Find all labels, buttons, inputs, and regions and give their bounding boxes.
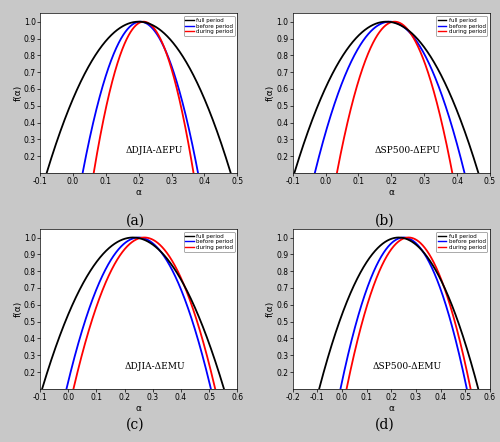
Legend: full period, before period, during period: full period, before period, during perio… [184,232,234,252]
Y-axis label: f(α): f(α) [14,85,22,101]
Text: (a): (a) [126,214,144,228]
Text: (b): (b) [375,214,395,228]
Text: ΔDJIA-ΔEPU: ΔDJIA-ΔEPU [126,146,183,155]
Legend: full period, before period, during period: full period, before period, during perio… [436,232,487,252]
Legend: full period, before period, during period: full period, before period, during perio… [436,16,487,36]
Text: ΔSP500-ΔEMU: ΔSP500-ΔEMU [372,362,442,371]
X-axis label: α: α [136,404,141,412]
X-axis label: α: α [388,404,394,412]
Text: ΔSP500-ΔEPU: ΔSP500-ΔEPU [374,146,440,155]
Y-axis label: f(α): f(α) [266,301,275,317]
Text: (d): (d) [375,417,395,431]
Legend: full period, before period, during period: full period, before period, during perio… [184,16,234,36]
Text: ΔDJIA-ΔEMU: ΔDJIA-ΔEMU [124,362,185,371]
Y-axis label: f(α): f(α) [14,301,22,317]
X-axis label: α: α [136,188,141,197]
Text: (c): (c) [126,417,144,431]
X-axis label: α: α [388,188,394,197]
Y-axis label: f(α): f(α) [266,85,275,101]
